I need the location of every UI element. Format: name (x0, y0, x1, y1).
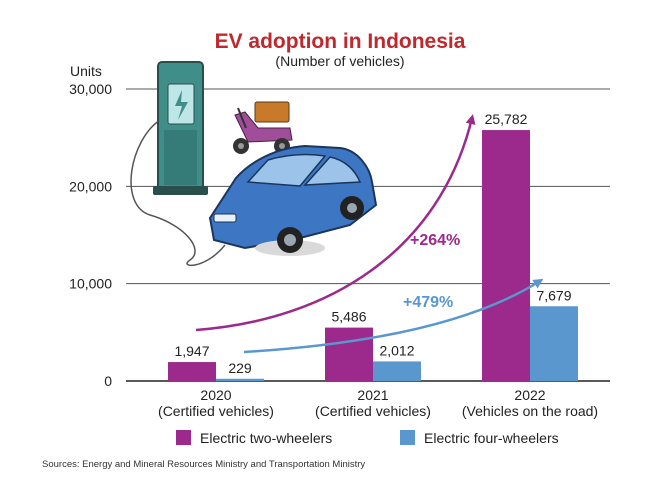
four-wheeler-growth-arrow (243, 278, 544, 354)
category-year-label: 2020 (200, 387, 231, 403)
bars: 1,947 229 5,486 2,012 25,782 7,679 (168, 111, 578, 381)
bar-value-label: 7,679 (536, 287, 571, 303)
two-wheeler-growth-label: +264% (410, 232, 460, 249)
category-year-label: 2021 (357, 387, 388, 403)
bar-two-wheelers-2020 (168, 362, 216, 381)
ev-illustration (130, 61, 378, 267)
bar-two-wheelers-2021 (325, 327, 373, 381)
bar-value-label: 25,782 (485, 111, 528, 127)
scooter-icon (233, 101, 293, 154)
y-tick-label: 0 (104, 373, 112, 389)
bar-four-wheelers-2020 (216, 378, 264, 381)
bar-two-wheelers-2022 (482, 130, 530, 381)
legend-swatch-four-wheelers (400, 430, 415, 445)
source-note: Sources: Energy and Mineral Resources Mi… (42, 459, 366, 470)
charging-cable (130, 119, 226, 267)
charging-station-icon (153, 61, 208, 195)
y-tick-label: 10,000 (69, 276, 112, 292)
chart-subtitle: (Number of vehicles) (275, 53, 404, 69)
bar-value-label: 229 (228, 360, 252, 376)
legend-swatch-two-wheelers (176, 430, 191, 445)
bar-four-wheelers-2021 (373, 361, 421, 381)
four-wheeler-growth-label: +479% (403, 294, 453, 311)
category-note-label: (Vehicles on the road) (462, 403, 598, 419)
y-axis-label: Units (70, 63, 102, 79)
bar-four-wheelers-2022 (530, 306, 578, 381)
legend: Electric two-wheelers Electric four-whee… (176, 430, 559, 446)
legend-label-four-wheelers: Electric four-wheelers (424, 430, 559, 446)
two-wheeler-growth-arrow (195, 114, 476, 332)
y-tick-label: 20,000 (69, 178, 112, 194)
category-note-label: (Certified vehicles) (315, 403, 431, 419)
category-year-label: 2022 (514, 387, 545, 403)
y-tick-label: 30,000 (69, 81, 112, 97)
bar-value-label: 5,486 (331, 309, 366, 325)
chart-title: EV adoption in Indonesia (215, 30, 466, 53)
x-axis-labels: 2020(Certified vehicles)2021(Certified v… (158, 387, 598, 419)
category-note-label: (Certified vehicles) (158, 403, 274, 419)
bar-value-label: 2,012 (379, 342, 414, 358)
legend-label-two-wheelers: Electric two-wheelers (200, 430, 332, 446)
bar-value-label: 1,947 (174, 343, 209, 359)
electric-car-icon (208, 144, 378, 256)
